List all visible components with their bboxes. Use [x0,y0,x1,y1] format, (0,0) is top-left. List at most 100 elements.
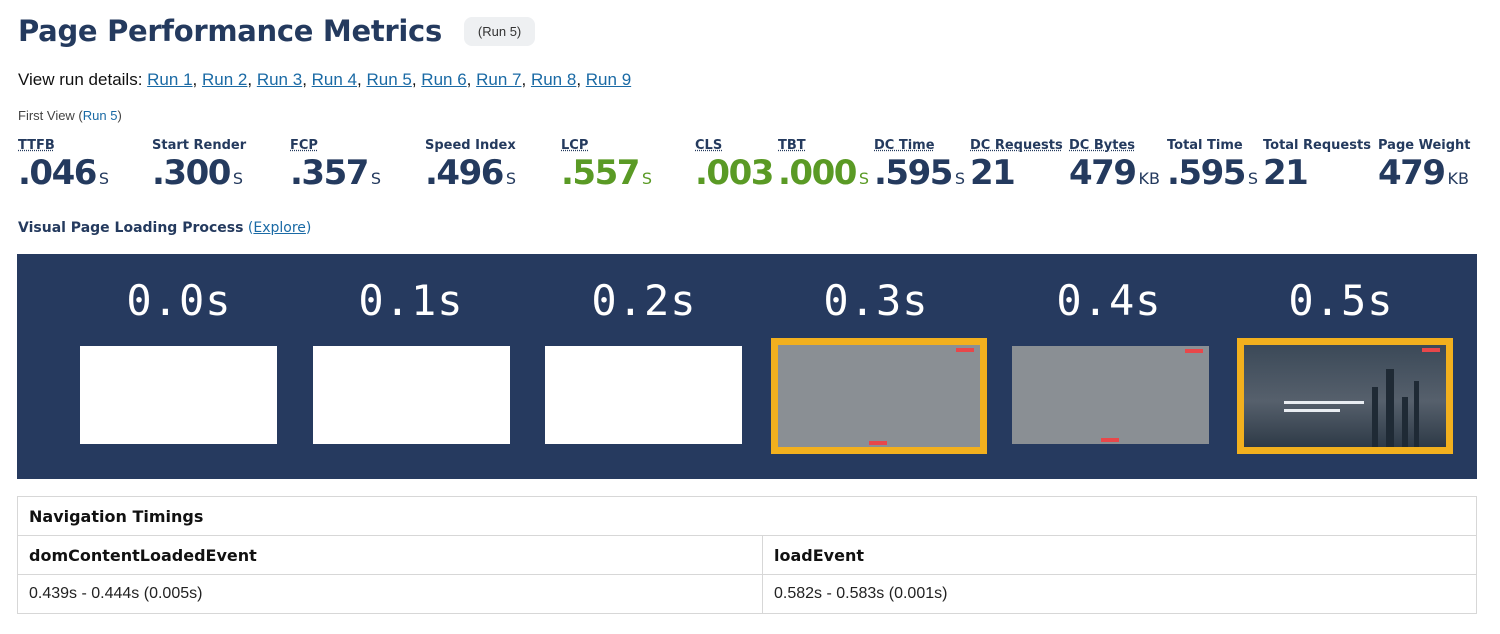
frame-thumbnail[interactable] [1012,346,1209,444]
run-link-3[interactable]: Run 3 [256,70,303,89]
frame-time-label: 0.0s [126,276,232,325]
metric-unit: S [505,169,517,188]
run-link-9[interactable]: Run 9 [585,70,632,89]
frame-time-label: 0.4s [1056,276,1162,325]
metric-unit: S [641,169,653,188]
metric-speed-index: Speed Index .496 S [425,138,516,199]
run-link-2[interactable]: Run 2 [201,70,248,89]
navigation-timings-title: Navigation Timings [17,496,1477,536]
metric-total-requests: Total Requests 21 [1263,138,1371,199]
metric-number: .595 [874,153,953,193]
metric-ttfb: TTFB .046 S [18,138,109,199]
explore-open-paren: ( [243,220,254,236]
explore-link[interactable]: Explore [253,220,306,236]
metric-label[interactable]: FCP [290,138,318,153]
thumb-hero-text [1284,401,1364,421]
metric-unit: S [1247,169,1259,188]
thumb-header-button [1185,349,1203,353]
metric-label[interactable]: DC Time [874,138,935,153]
run-link-7[interactable]: Run 7 [476,70,522,89]
metric-number: .300 [152,153,231,193]
metric-page-weight: Page Weight 479 KB [1378,138,1471,199]
metric-number: .003 [695,153,774,193]
run-badge: (Run 5) [463,16,536,46]
metric-value: 479 KB [1378,153,1471,199]
column-header-dom-content-loaded: domContentLoadedEvent [17,535,763,575]
thumb-hero-shape [1414,381,1419,447]
metric-value: .557 S [561,153,652,199]
metric-label[interactable]: CLS [695,138,723,153]
metric-label[interactable]: TBT [778,138,806,153]
run-link-5[interactable]: Run 5 [366,70,412,89]
metric-unit: S [98,169,110,188]
frame-thumbnail[interactable] [80,346,277,444]
metric-unit: S [858,169,870,188]
metric-tbt: TBT .000 S [778,138,869,199]
metric-lcp: LCP .557 S [561,138,652,199]
metric-value: .357 S [290,153,381,199]
frame-thumbnail[interactable] [545,346,742,444]
metric-cls: CLS .003 [695,138,776,199]
metric-number: .595 [1167,153,1246,193]
metric-unit: S [232,169,244,188]
run-link-6[interactable]: Run 6 [421,70,467,89]
metric-label: Total Time [1167,138,1243,153]
dom-content-loaded-value: 0.439s - 0.444s (0.005s) [17,574,763,614]
frame-time-label: 0.3s [823,276,929,325]
first-view-label: First View (Run 5) [18,108,122,123]
metric-label: Speed Index [425,138,516,153]
frame-thumbnail-changed[interactable] [771,338,987,454]
metric-total-time: Total Time .595 S [1167,138,1258,199]
metric-unit: S [370,169,382,188]
run-details-label: View run details: [18,70,148,89]
metric-value: .300 S [152,153,246,199]
thumb-hero-line [1284,401,1364,404]
metric-unit: S [954,169,966,188]
column-header-load-event: loadEvent [762,535,1477,575]
metric-label[interactable]: LCP [561,138,589,153]
first-view-run-link[interactable]: Run 5 [82,108,118,123]
frame-time-label: 0.2s [591,276,697,325]
metric-number: .496 [425,153,504,193]
thumb-hero-line [1284,409,1340,412]
run-link-1[interactable]: Run 1 [147,70,193,89]
thumb-header-button [1422,348,1440,352]
metric-number: .000 [778,153,857,193]
metrics-row: TTFB .046 S Start Render .300 S FCP .357 S … [0,138,1500,198]
frame-thumbnail-changed[interactable] [1237,338,1453,454]
thumb-hero-shape [1402,397,1408,447]
run-link-8[interactable]: Run 8 [530,70,577,89]
metric-value: .000 S [778,153,869,199]
frame-time-label: 0.1s [358,276,464,325]
navigation-timings-table: Navigation Timings domContentLoadedEvent… [17,496,1477,614]
run-link-4[interactable]: Run 4 [311,70,358,89]
metric-label[interactable]: DC Bytes [1069,138,1136,153]
metric-number: .557 [561,153,640,193]
metric-label[interactable]: TTFB [18,138,55,153]
metric-value: .046 S [18,153,109,199]
metric-number: 479 [1069,153,1137,193]
thumb-header-button [956,348,974,352]
metric-dc-time: DC Time .595 S [874,138,965,199]
frame-thumbnail[interactable] [313,346,510,444]
metric-unit: KB [1447,169,1469,188]
first-view-text: First View ( [18,108,83,123]
metric-number: 479 [1378,153,1446,193]
metric-label: Page Weight [1378,138,1471,153]
load-event-value: 0.582s - 0.583s (0.001s) [762,574,1477,614]
thumb-footer-button [1101,438,1119,442]
metric-unit: KB [1138,169,1160,188]
filmstrip[interactable]: 0.0s 0.1s 0.2s 0.3s 0.4s 0.5s [17,254,1477,479]
metric-value: 479 KB [1069,153,1160,199]
metric-value: .003 [695,153,776,199]
metric-value: .496 S [425,153,516,199]
metric-label[interactable]: DC Requests [970,138,1063,153]
metric-number: 21 [1263,153,1309,193]
first-view-suffix: ) [117,108,122,123]
thumb-hero-shape [1372,387,1378,447]
metric-label: Total Requests [1263,138,1371,153]
metric-value: .595 S [1167,153,1258,199]
run-details-links: View run details: Run 1, Run 2, Run 3, R… [18,70,632,89]
metric-number: .046 [18,153,97,193]
metric-number: .357 [290,153,369,193]
